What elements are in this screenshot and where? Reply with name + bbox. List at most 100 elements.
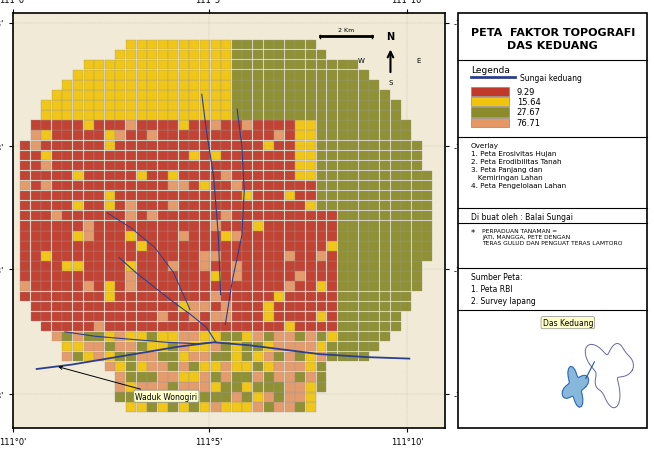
Bar xyxy=(337,252,348,261)
Bar xyxy=(94,221,104,231)
Bar xyxy=(349,322,358,331)
Bar xyxy=(349,232,358,241)
Bar xyxy=(147,111,157,120)
Bar xyxy=(84,131,94,141)
Bar xyxy=(306,101,316,110)
Bar xyxy=(31,252,41,261)
Bar xyxy=(253,342,263,352)
Bar xyxy=(200,151,210,161)
Bar xyxy=(190,181,199,191)
Bar xyxy=(94,272,104,281)
Bar xyxy=(20,232,30,241)
Bar xyxy=(370,151,379,161)
Bar xyxy=(390,202,400,211)
Bar xyxy=(84,272,94,281)
Bar xyxy=(317,101,326,110)
Bar xyxy=(274,382,284,392)
Bar xyxy=(179,302,189,311)
Bar xyxy=(317,221,326,231)
Bar xyxy=(317,202,326,211)
Bar xyxy=(52,161,62,171)
Bar xyxy=(200,131,210,141)
Bar xyxy=(115,91,126,101)
Text: *: * xyxy=(471,228,475,237)
Bar xyxy=(221,202,232,211)
Bar xyxy=(94,101,104,110)
Bar xyxy=(137,292,146,301)
Bar xyxy=(284,71,295,80)
Bar xyxy=(115,192,126,201)
Bar xyxy=(168,302,179,311)
Bar xyxy=(94,171,104,181)
Bar xyxy=(200,181,210,191)
Bar xyxy=(63,121,73,131)
Bar xyxy=(471,108,509,117)
Bar xyxy=(264,161,273,171)
Bar xyxy=(243,402,252,412)
Bar xyxy=(243,252,252,261)
Bar xyxy=(337,352,348,362)
Bar xyxy=(84,332,94,341)
Bar xyxy=(390,181,400,191)
Bar xyxy=(274,392,284,402)
Bar xyxy=(264,202,273,211)
Bar xyxy=(105,81,114,90)
Bar xyxy=(337,61,348,70)
Bar xyxy=(274,221,284,231)
Bar xyxy=(126,332,136,341)
Bar xyxy=(253,362,263,372)
Bar xyxy=(52,121,62,131)
Bar xyxy=(137,181,146,191)
Bar xyxy=(274,352,284,362)
Bar xyxy=(327,242,337,251)
Bar xyxy=(221,352,232,362)
Bar xyxy=(232,171,242,181)
Bar xyxy=(412,171,422,181)
Bar xyxy=(211,382,220,392)
Bar xyxy=(211,272,220,281)
Bar xyxy=(115,312,126,322)
Bar xyxy=(63,232,73,241)
Bar xyxy=(137,402,146,412)
Bar xyxy=(168,61,179,70)
Bar xyxy=(274,282,284,291)
Bar xyxy=(168,131,179,141)
Bar xyxy=(211,262,220,271)
Bar xyxy=(179,131,189,141)
Bar xyxy=(380,161,390,171)
Bar xyxy=(253,252,263,261)
Bar xyxy=(94,71,104,80)
Bar xyxy=(115,252,126,261)
Bar xyxy=(264,362,273,372)
Bar xyxy=(306,51,316,60)
Bar xyxy=(359,292,369,301)
Bar xyxy=(359,192,369,201)
Bar xyxy=(296,121,305,131)
Bar xyxy=(370,272,379,281)
Bar xyxy=(284,342,295,352)
Bar xyxy=(337,242,348,251)
Bar xyxy=(390,161,400,171)
Bar xyxy=(52,131,62,141)
Bar xyxy=(168,272,179,281)
Bar xyxy=(126,302,136,311)
Bar xyxy=(232,322,242,331)
Bar xyxy=(31,131,41,141)
Bar xyxy=(168,282,179,291)
Bar xyxy=(137,362,146,372)
Bar xyxy=(126,61,136,70)
Bar xyxy=(126,181,136,191)
Bar xyxy=(264,111,273,120)
Bar xyxy=(232,202,242,211)
Bar xyxy=(168,91,179,101)
Bar xyxy=(126,382,136,392)
Bar xyxy=(126,151,136,161)
Bar xyxy=(200,202,210,211)
Bar xyxy=(221,212,232,221)
Bar xyxy=(284,272,295,281)
Bar xyxy=(84,212,94,221)
Bar xyxy=(317,181,326,191)
Bar xyxy=(84,181,94,191)
Bar xyxy=(306,171,316,181)
Bar xyxy=(359,282,369,291)
